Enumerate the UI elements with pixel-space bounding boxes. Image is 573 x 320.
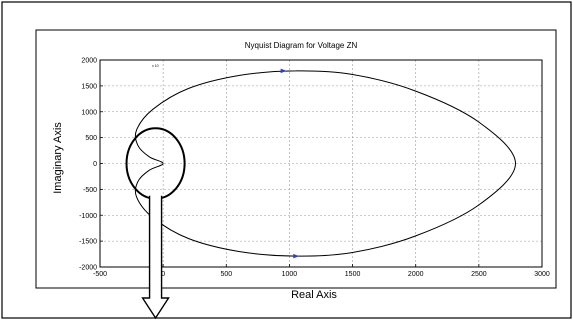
x-tick-label: 500 <box>220 271 232 278</box>
y-tick-label: 1500 <box>81 83 97 90</box>
x-axis-label: Real Axis <box>291 289 337 301</box>
y-tick-label: -500 <box>83 187 97 194</box>
y-axis-label: Imaginary Axis <box>52 122 64 194</box>
y-tick-label: -2000 <box>79 265 97 272</box>
figure-frame <box>35 29 557 289</box>
y-tick-label: 0 <box>93 161 97 168</box>
x-tick-label: 2000 <box>408 271 424 278</box>
frequency-markers <box>280 68 300 259</box>
x-tick-label: -500 <box>93 271 107 278</box>
x-tick-label: 1000 <box>282 271 298 278</box>
x-tick-label: 2500 <box>471 271 487 278</box>
y-tick-label: 2000 <box>81 58 97 65</box>
direction-marker <box>293 253 300 259</box>
x-tick-label: 0 <box>161 271 165 278</box>
y-tick-label: -1500 <box>79 239 97 246</box>
top-left-note: x 10 <box>152 64 159 68</box>
x-tick-labels: -500 0 500 1000 1500 2000 2500 3000 <box>93 271 550 278</box>
down-arrow <box>141 195 170 320</box>
chart-title: Nyquist Diagram for Voltage ZN <box>245 41 358 50</box>
y-tick-label: -1000 <box>79 213 97 220</box>
tick-marks <box>99 59 543 268</box>
x-tick-label: 1500 <box>345 271 361 278</box>
y-tick-label: 1000 <box>81 109 97 116</box>
y-tick-label: 500 <box>85 135 97 142</box>
y-tick-labels: 2000 1500 1000 500 0 -500 -1000 -1500 -2000 <box>79 58 97 272</box>
direction-marker <box>280 68 287 74</box>
x-tick-label: 3000 <box>534 271 550 278</box>
